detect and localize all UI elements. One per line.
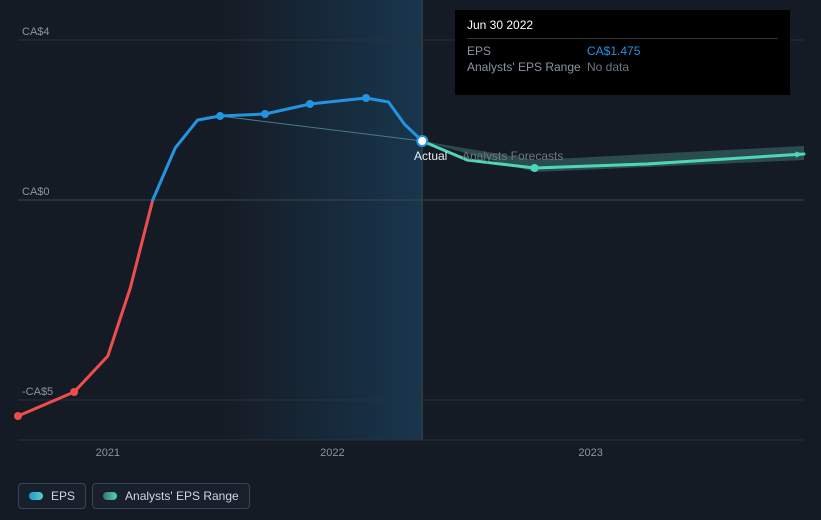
svg-text:CA$0: CA$0 [22, 186, 50, 198]
legend-swatch [103, 492, 117, 500]
legend-label: EPS [51, 489, 75, 503]
chart-legend: EPS Analysts' EPS Range [18, 483, 250, 509]
tooltip-row-range: Analysts' EPS Range No data [467, 59, 778, 75]
svg-text:2022: 2022 [320, 447, 344, 459]
svg-text:2023: 2023 [578, 447, 602, 459]
svg-text:-CA$5: -CA$5 [22, 386, 53, 398]
tooltip-title: Jun 30 2022 [467, 18, 778, 39]
eps-chart: CA$4 CA$0 -CA$5 2021 2022 2023 Actual Analyst… [0, 0, 821, 520]
tooltip-value: No data [587, 60, 629, 74]
tooltip-label: Analysts' EPS Range [467, 60, 587, 74]
legend-label: Analysts' EPS Range [125, 489, 239, 503]
svg-text:CA$4: CA$4 [22, 26, 50, 38]
tooltip-value: CA$1.475 [587, 44, 640, 58]
section-label-forecast: Analysts Forecasts [462, 149, 563, 163]
section-label-actual: Actual [414, 149, 447, 163]
legend-item-eps[interactable]: EPS [18, 483, 86, 509]
svg-text:2021: 2021 [96, 447, 120, 459]
legend-swatch [29, 492, 43, 500]
tooltip-label: EPS [467, 44, 587, 58]
tooltip-row-eps: EPS CA$1.475 [467, 43, 778, 59]
chart-tooltip: Jun 30 2022 EPS CA$1.475 Analysts' EPS R… [455, 10, 790, 95]
legend-item-range[interactable]: Analysts' EPS Range [92, 483, 250, 509]
